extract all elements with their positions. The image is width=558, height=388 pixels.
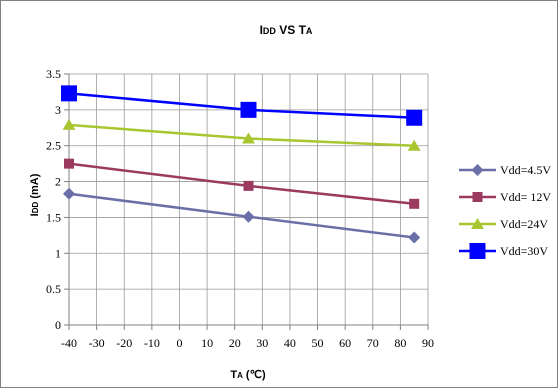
data-point xyxy=(242,210,255,223)
data-point xyxy=(243,180,254,191)
series-2 xyxy=(62,118,421,151)
x-tick-label: 50 xyxy=(312,336,324,350)
data-point xyxy=(64,158,74,169)
legend-label: Vdd=24V xyxy=(500,217,548,231)
y-tick-label: 0.5 xyxy=(46,282,61,296)
series-0 xyxy=(63,187,421,244)
legend-marker xyxy=(471,218,484,229)
x-tick-label: -40 xyxy=(61,336,77,350)
chart-title: IDD VS TA xyxy=(260,23,313,37)
x-tick-label: 60 xyxy=(339,336,351,350)
legend-item-3: Vdd=30V xyxy=(459,243,548,259)
x-tick-label: 80 xyxy=(394,336,406,350)
y-tick-label: 3 xyxy=(55,103,61,117)
x-tick-label: -20 xyxy=(116,336,132,350)
data-point xyxy=(61,85,77,102)
x-tick-label: 70 xyxy=(367,336,379,350)
x-tick-label: 40 xyxy=(284,336,296,350)
data-point xyxy=(62,118,76,130)
legend-marker xyxy=(471,164,484,176)
x-axis-title: TA (℃) xyxy=(230,369,266,381)
x-tick-label: 10 xyxy=(201,336,213,350)
y-tick-label: 0 xyxy=(55,318,61,332)
y-tick-label: 1 xyxy=(55,246,61,260)
axes: 0 0.5 1 1.5 2 2.5 3 3.5 -40 -30 -20 -10 0 10 20 30 40 50 6… xyxy=(46,67,434,350)
legend-item-0: Vdd=4.5V xyxy=(459,163,551,177)
x-tick-label: 30 xyxy=(256,336,268,350)
y-tick-label: 3.5 xyxy=(46,67,61,81)
data-point xyxy=(407,139,421,151)
legend: Vdd=4.5V Vdd= 12V Vdd=24V Vdd=30V xyxy=(459,163,551,259)
data-point xyxy=(63,187,75,200)
x-tick-label: 20 xyxy=(229,336,241,350)
series-3 xyxy=(61,85,423,126)
y-tick-label: 1.5 xyxy=(46,210,61,224)
data-point xyxy=(242,132,255,144)
legend-label: Vdd=30V xyxy=(500,244,548,258)
legend-marker xyxy=(472,192,483,202)
legend-item-1: Vdd= 12V xyxy=(459,190,551,204)
legend-label: Vdd=4.5V xyxy=(500,163,551,177)
y-tick-label: 2 xyxy=(55,175,61,189)
legend-label: Vdd= 12V xyxy=(500,190,551,204)
data-point xyxy=(406,109,423,126)
series-layer xyxy=(61,85,423,244)
legend-item-2: Vdd=24V xyxy=(459,217,548,231)
x-tick-label: -30 xyxy=(89,336,105,350)
series-1 xyxy=(64,158,420,209)
x-tick-label: 0 xyxy=(176,336,182,350)
y-tick-label: 2.5 xyxy=(46,139,61,153)
legend-marker xyxy=(469,243,486,259)
data-point xyxy=(240,101,257,118)
data-point xyxy=(409,198,420,209)
x-tick-label: 90 xyxy=(422,336,434,350)
x-tick-label: -10 xyxy=(144,336,160,350)
y-axis-title: IDD (mA) xyxy=(29,173,41,216)
data-point xyxy=(408,231,421,244)
